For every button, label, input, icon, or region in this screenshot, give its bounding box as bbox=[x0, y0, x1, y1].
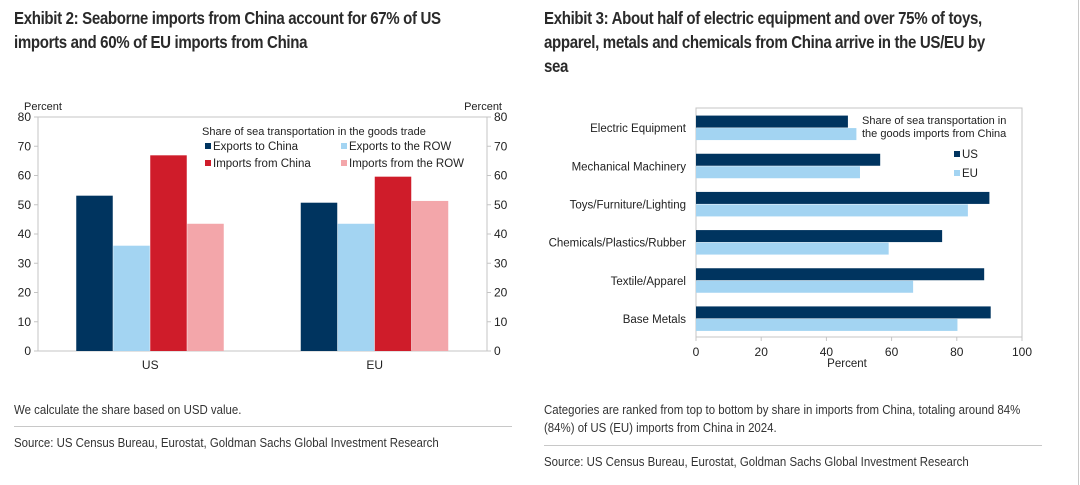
exhibit2-bars bbox=[76, 155, 449, 351]
legend-title-line1: Share of sea transportation in bbox=[862, 115, 1006, 127]
y-tick-label-right: 50 bbox=[494, 198, 508, 212]
bar-toys-furniture-lighting-us bbox=[696, 191, 990, 204]
y-tick-label-left: 30 bbox=[18, 256, 32, 270]
y-tick-label-left: 40 bbox=[18, 227, 32, 241]
bar-electric-equipment-us bbox=[696, 115, 848, 128]
x-tick-label: EU bbox=[366, 358, 383, 372]
y-tick-label-right: 80 bbox=[494, 110, 508, 124]
y-tick-label-left: 20 bbox=[18, 286, 32, 300]
y-axis-title-right: Percent bbox=[464, 101, 502, 113]
exhibit2-note: We calculate the share based on USD valu… bbox=[14, 402, 242, 417]
y-tick-label-right: 30 bbox=[494, 256, 508, 270]
legend-label: US bbox=[962, 149, 978, 161]
bar-textile-apparel-us bbox=[696, 268, 985, 281]
exhibit2-source: Source: US Census Bureau, Eurostat, Gold… bbox=[14, 435, 439, 450]
y-tick-label-right: 40 bbox=[494, 227, 508, 241]
bar-us-imports-from-china bbox=[150, 155, 187, 351]
y-tick-label-left: 10 bbox=[18, 315, 32, 329]
x-tick-label: 60 bbox=[885, 345, 899, 359]
legend-swatch bbox=[954, 170, 960, 176]
bar-chemicals-plastics-rubber-us bbox=[696, 230, 943, 243]
exhibit3-bars bbox=[696, 115, 991, 331]
y-tick-label-right: 0 bbox=[494, 344, 501, 358]
legend-swatch bbox=[341, 143, 347, 149]
exhibit3-title: Exhibit 3: About half of electric equipm… bbox=[544, 6, 1069, 78]
y-category-label: Mechanical Machinery bbox=[572, 161, 687, 173]
bar-eu-exports-to-china bbox=[300, 202, 338, 351]
x-tick-label: 80 bbox=[950, 345, 964, 359]
y-category-label: Chemicals/Plastics/Rubber bbox=[549, 238, 687, 250]
bar-chemicals-plastics-rubber-eu bbox=[696, 242, 889, 255]
bar-us-imports-from-the-row bbox=[187, 223, 224, 351]
legend-title-line2: the goods imports from China bbox=[862, 128, 1007, 140]
legend-swatch bbox=[954, 151, 960, 157]
exhibit3-note-line2: (84%) of US (EU) imports from China in 2… bbox=[544, 420, 777, 435]
bar-base-metals-us bbox=[696, 306, 991, 319]
exhibit3-note-line1: Categories are ranked from top to bottom… bbox=[544, 402, 1021, 417]
exhibit3-title-line2: apparel, metals and chemicals from China… bbox=[544, 32, 985, 52]
exhibit2-title-line2: imports and 60% of EU imports from China bbox=[14, 32, 308, 52]
bar-base-metals-eu bbox=[696, 318, 958, 331]
y-category-label: Electric Equipment bbox=[590, 123, 687, 135]
y-tick-label-right: 10 bbox=[494, 315, 508, 329]
legend-label: Exports to China bbox=[213, 141, 299, 153]
bar-eu-imports-from-china bbox=[374, 176, 412, 351]
bar-mechanical-machinery-us bbox=[696, 153, 881, 166]
plot-frame bbox=[695, 107, 1023, 338]
exhibit3-source: Source: US Census Bureau, Eurostat, Gold… bbox=[544, 454, 969, 469]
legend-title: Share of sea transportation in the goods… bbox=[202, 126, 426, 138]
legend-swatch bbox=[205, 143, 211, 149]
bar-eu-imports-from-the-row bbox=[411, 200, 449, 351]
x-tick-label: 40 bbox=[820, 345, 834, 359]
bar-textile-apparel-eu bbox=[696, 280, 914, 293]
exhibit3-axes: 0 20 40 60 80 100 Percent Electric Equipment Mec… bbox=[549, 107, 1032, 370]
bar-electric-equipment-eu bbox=[696, 128, 857, 141]
y-category-label: Toys/Furniture/Lighting bbox=[570, 199, 686, 211]
y-tick-label-left: 0 bbox=[24, 344, 31, 358]
y-tick-label-right: 60 bbox=[494, 169, 508, 183]
exhibit3-divider bbox=[544, 445, 1042, 446]
y-tick-label-left: 50 bbox=[18, 198, 32, 212]
bar-toys-furniture-lighting-eu bbox=[696, 204, 968, 217]
y-tick-label-right: 70 bbox=[494, 139, 508, 153]
legend-label: Imports from the ROW bbox=[349, 158, 464, 170]
exhibit2-title-line1: Exhibit 2: Seaborne imports from China a… bbox=[14, 8, 441, 28]
exhibit2-divider bbox=[14, 426, 512, 427]
bar-mechanical-machinery-eu bbox=[696, 166, 860, 179]
x-tick-label: 20 bbox=[755, 345, 769, 359]
y-tick-label-right: 20 bbox=[494, 286, 508, 300]
y-category-label: Base Metals bbox=[623, 314, 687, 326]
y-tick-label-left: 80 bbox=[18, 110, 32, 124]
x-tick-label: 0 bbox=[693, 345, 700, 359]
bar-eu-exports-to-the-row bbox=[337, 223, 375, 351]
bar-us-exports-to-the-row bbox=[113, 245, 150, 351]
exhibit3-title-line1: Exhibit 3: About half of electric equipm… bbox=[544, 8, 982, 28]
x-tick-label: 100 bbox=[1012, 345, 1032, 359]
y-axis-title-left: Percent bbox=[24, 101, 62, 113]
legend-label: Exports to the ROW bbox=[349, 141, 451, 153]
legend-swatch bbox=[341, 160, 347, 166]
y-tick-label-left: 60 bbox=[18, 169, 32, 183]
exhibit2-legend: Share of sea transportation in the goods… bbox=[202, 126, 464, 170]
legend-swatch bbox=[205, 160, 211, 166]
exhibit2-title: Exhibit 2: Seaborne imports from China a… bbox=[14, 6, 539, 54]
page-edge-line bbox=[1078, 0, 1079, 485]
y-category-label: Textile/Apparel bbox=[611, 276, 686, 288]
bar-us-exports-to-china bbox=[76, 195, 113, 351]
x-tick-label: US bbox=[142, 358, 159, 372]
legend-label: Imports from China bbox=[213, 158, 311, 170]
exhibit3-title-line3: sea bbox=[544, 56, 569, 76]
legend-label: EU bbox=[962, 168, 978, 180]
y-tick-label-left: 70 bbox=[18, 139, 32, 153]
x-axis-title: Percent bbox=[827, 358, 867, 370]
